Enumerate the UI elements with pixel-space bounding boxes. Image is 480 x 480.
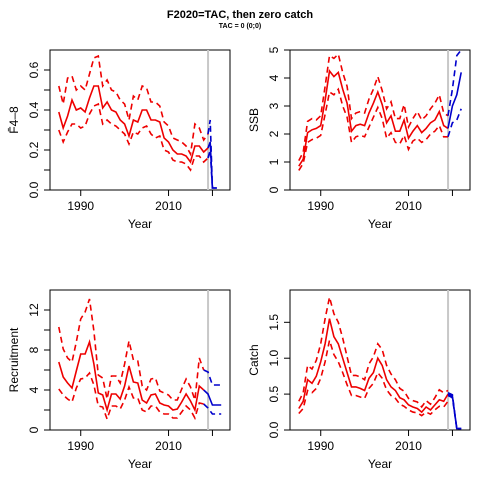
- historic-lower-bound-line: [298, 340, 449, 417]
- chart-panel-3: 1990 2010 0 4 8 12 Year Recruitment: [7, 289, 231, 471]
- y-tick-label: 12: [27, 303, 41, 317]
- plot-frame: [289, 49, 471, 191]
- historic-lower-bound-line: [58, 102, 209, 172]
- y-tick-label: 8: [27, 346, 41, 353]
- forecast-upper-bound-line: [203, 369, 222, 386]
- forecast-median-line: [207, 141, 217, 189]
- y-axis-label: SSB: [247, 108, 261, 132]
- historic-median-line: [298, 318, 449, 414]
- y-axis-label: F̄4–8: [7, 106, 21, 134]
- plot-frame: [49, 289, 231, 431]
- x-tick-label: 2010: [395, 199, 422, 213]
- figure-title: F2020=TAC, then zero catch: [166, 9, 314, 21]
- x-tick-label: 2010: [395, 439, 422, 453]
- y-tick-label: 1.5: [267, 314, 281, 331]
- x-axis-label: Year: [368, 217, 392, 231]
- y-tick-label: 2: [267, 130, 281, 137]
- historic-lower-bound-line: [298, 87, 448, 171]
- historic-upper-bound-line: [58, 54, 209, 157]
- historic-upper-bound-line: [298, 296, 449, 409]
- y-axis-label: Catch: [247, 344, 261, 375]
- plot-frame: [289, 289, 471, 431]
- y-tick-label: 4: [267, 74, 281, 81]
- historic-upper-bound-line: [298, 52, 449, 161]
- forecast-lower-bound-line: [207, 149, 217, 189]
- y-tick-label: 1: [267, 158, 281, 165]
- x-axis-label: Year: [128, 217, 152, 231]
- historic-upper-bound-line: [58, 298, 205, 401]
- y-axis-label: Recruitment: [7, 327, 21, 392]
- y-tick-label: 0: [27, 426, 41, 433]
- figure-subtitle: TAC = 0 (0;0): [218, 23, 262, 30]
- forecast-median-line: [447, 393, 462, 430]
- plot-frame: [49, 49, 231, 191]
- forecast-median-line: [447, 72, 462, 129]
- chart-panel-4: 1990 2010 0.0 0.5 1.0 1.5 Year Catch: [247, 289, 471, 471]
- historic-median-line: [58, 85, 209, 164]
- y-tick-label: 1.0: [267, 350, 281, 367]
- chart-panel-1: 1990 2010 0.0 0.2 0.4 0.6 Year F̄4–8: [7, 49, 231, 231]
- x-tick-label: 1990: [67, 439, 94, 453]
- historic-median-line: [58, 339, 205, 413]
- x-tick-label: 1990: [307, 199, 334, 213]
- y-tick-label: 0.6: [27, 61, 41, 78]
- y-tick-label: 3: [267, 102, 281, 109]
- x-tick-label: 2010: [155, 199, 182, 213]
- y-tick-label: 0.0: [267, 421, 281, 438]
- y-tick-label: 5: [267, 46, 281, 53]
- historic-median-line: [298, 69, 449, 167]
- historic-lower-bound-line: [58, 371, 204, 422]
- y-tick-label: 4: [27, 386, 41, 393]
- y-tick-label: 0.2: [27, 141, 41, 158]
- x-axis-label: Year: [368, 457, 392, 471]
- y-tick-label: 0.0: [27, 181, 41, 198]
- forecast-lower-bound-line: [203, 403, 222, 415]
- y-tick-label: 0: [267, 186, 281, 193]
- x-tick-label: 1990: [307, 439, 334, 453]
- y-tick-label: 0.4: [27, 101, 41, 118]
- x-tick-label: 2010: [155, 439, 182, 453]
- x-axis-label: Year: [128, 457, 152, 471]
- forecast-lower-bound-line: [447, 108, 462, 138]
- forecast-upper-bound-line: [447, 49, 462, 116]
- chart-panel-2: 1990 2010 0 1 2 3 4 5 Year SSB: [247, 46, 471, 231]
- x-tick-label: 1990: [67, 199, 94, 213]
- y-tick-label: 0.5: [267, 385, 281, 402]
- forecast-median-line: [203, 389, 222, 406]
